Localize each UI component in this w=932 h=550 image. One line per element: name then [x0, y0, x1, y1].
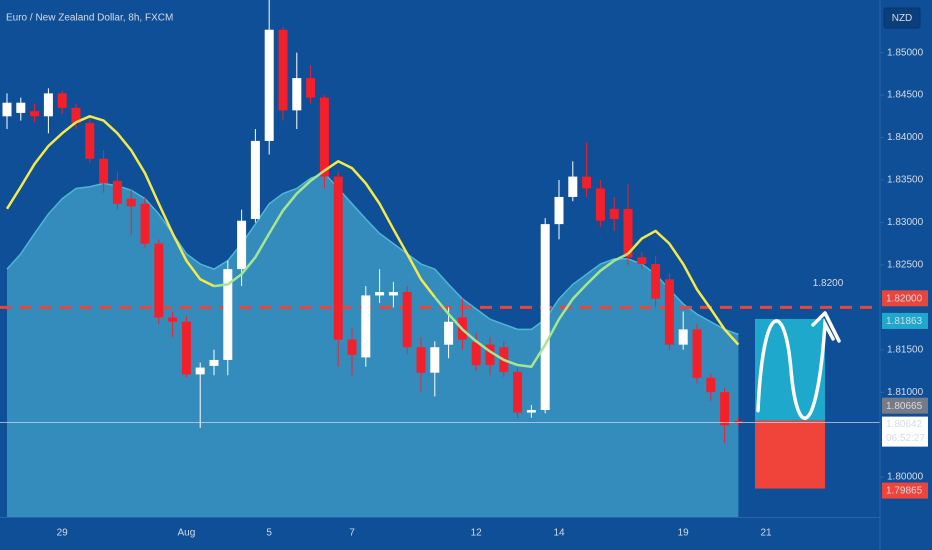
candle-body [692, 329, 702, 378]
candle-body [540, 224, 550, 411]
y-tick-label: 1.84500 [887, 90, 924, 101]
stop-zone [755, 420, 825, 489]
plot-area [0, 0, 880, 518]
x-tick-label: 12 [471, 528, 483, 539]
candle-body [126, 198, 136, 207]
moving-average-line [5, 115, 740, 346]
x-tick-label: 14 [553, 528, 565, 539]
candle-body [43, 93, 53, 117]
candle-body [664, 279, 674, 345]
candle-body [595, 188, 605, 221]
candle-body [733, 421, 743, 423]
target-price-label-box [882, 312, 928, 329]
candle-body [416, 347, 426, 373]
candle-body [264, 29, 274, 141]
candle-body [223, 269, 233, 360]
candle-body [278, 29, 288, 111]
x-tick-label: 29 [57, 528, 69, 539]
y-tick-label: 1.81000 [887, 387, 924, 398]
candle-body [71, 107, 81, 124]
candle-body [319, 97, 329, 177]
candle-body [209, 359, 219, 366]
moving-average-line [213, 169, 629, 368]
candle-body [471, 342, 481, 366]
candle-body [85, 123, 95, 159]
candle-body [651, 264, 661, 299]
candle-body [513, 371, 523, 413]
y-tick-label: 1.81500 [887, 344, 924, 355]
candle-body [99, 158, 109, 184]
current-price-label: 1.80642 [886, 419, 923, 430]
candle-body [582, 176, 592, 189]
candle-body [402, 292, 412, 348]
stop-price-label-box [882, 482, 928, 499]
x-tick-label: 5 [266, 528, 272, 539]
y-tick-label: 1.84000 [887, 132, 924, 143]
candle-body [57, 93, 67, 108]
wave-drawing [756, 317, 835, 420]
candle-body [140, 203, 150, 244]
candle-body [168, 317, 178, 322]
candle-body [568, 176, 578, 197]
stop-price-label: 1.79865 [886, 486, 923, 497]
x-tick-label: 21 [760, 528, 772, 539]
candle-body [154, 243, 164, 318]
candle-body [361, 295, 371, 358]
countdown-label: 06:52:27 [886, 433, 925, 444]
candle-body [306, 78, 316, 98]
candle-body [2, 102, 12, 117]
candle-body [554, 196, 564, 225]
candle-body [637, 257, 647, 265]
candle-body [623, 208, 633, 258]
entry-price-label-box [882, 397, 928, 414]
y-tick-label: 1.83000 [887, 217, 924, 228]
currency-label[interactable]: NZD [892, 13, 913, 24]
y-tick-label: 1.80000 [887, 472, 924, 483]
candle-body [237, 220, 247, 270]
candle-body [485, 344, 495, 366]
level-price-label: 1.82000 [886, 293, 923, 304]
arrow-head [811, 311, 841, 343]
currency-button[interactable] [883, 7, 921, 29]
candle-body [195, 367, 205, 375]
current-price-box [882, 416, 928, 447]
candle-body [430, 347, 440, 373]
x-tick-label: Aug [178, 528, 196, 539]
level-price-label-box [882, 290, 928, 307]
y-tick-label: 1.85000 [887, 47, 924, 58]
candle-body [16, 102, 26, 113]
y-tick-label: 1.83500 [887, 175, 924, 186]
level-annotation: 1.8200 [813, 278, 844, 289]
candle-body [526, 410, 536, 413]
candle-body [678, 329, 688, 345]
candle-body [347, 339, 357, 355]
candle-body [375, 292, 385, 296]
entry-price-label: 1.80665 [886, 401, 923, 412]
candle-body [444, 321, 454, 345]
candle-body [181, 321, 191, 375]
candle-body [292, 78, 302, 111]
candle-body [388, 292, 398, 296]
x-tick-label: 19 [678, 528, 690, 539]
x-tick-label: 7 [349, 528, 355, 539]
candle-body [250, 140, 260, 220]
candle-body [333, 176, 343, 340]
candle-body [609, 208, 619, 220]
candle-body [112, 180, 122, 204]
indicator-area [7, 173, 739, 518]
target-price-label: 1.81863 [886, 316, 923, 327]
chart-title: Euro / New Zealand Dollar, 8h, FXCM [6, 13, 173, 24]
candle-body [720, 392, 730, 426]
candle-body [706, 377, 716, 393]
y-tick-label: 1.82500 [887, 260, 924, 271]
candle-body [30, 111, 40, 117]
